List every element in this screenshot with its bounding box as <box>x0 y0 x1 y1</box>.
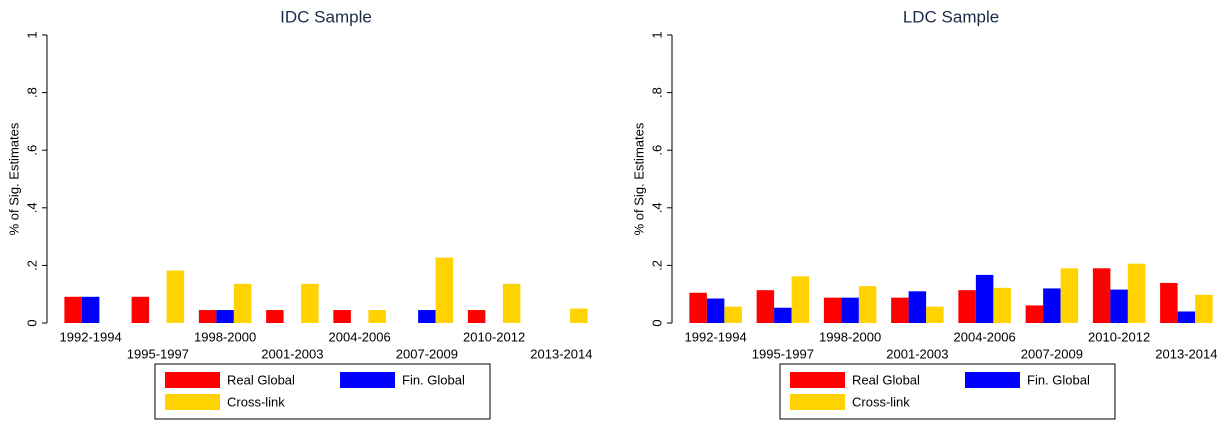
x-tick-label: 2013-2014 <box>530 346 592 361</box>
x-tick-label: 1992-1994 <box>685 329 747 344</box>
bar <box>891 297 909 323</box>
bar <box>724 306 742 323</box>
y-axis-title: % of Sig. Estimates <box>631 122 646 235</box>
bar <box>570 308 588 323</box>
bar <box>81 296 100 323</box>
legend-label: Real Global <box>227 372 295 387</box>
y-tick-label: .4 <box>24 202 39 213</box>
bar <box>993 287 1011 323</box>
bar <box>435 257 454 323</box>
y-axis-title: % of Sig. Estimates <box>6 122 21 235</box>
x-tick-label: 1998-2000 <box>194 329 256 344</box>
bar <box>1092 268 1111 323</box>
legend-swatch <box>165 394 220 410</box>
bar <box>958 290 976 323</box>
chart-title: IDC Sample <box>280 7 372 26</box>
bar <box>689 292 707 323</box>
bar <box>1127 263 1146 323</box>
bar <box>1043 288 1061 323</box>
legend-label: Cross-link <box>227 394 285 409</box>
bar <box>908 291 927 323</box>
bar <box>166 270 185 323</box>
y-tick-label: .8 <box>24 87 39 98</box>
legend-label: Fin. Global <box>1027 372 1090 387</box>
x-tick-label: 1995-1997 <box>127 346 189 361</box>
legend-swatch <box>790 394 845 410</box>
y-tick-label: 0 <box>649 319 664 326</box>
legend-swatch <box>340 372 395 388</box>
chart-title: LDC Sample <box>903 7 999 26</box>
x-tick-label: 2001-2003 <box>261 346 323 361</box>
bar <box>1177 311 1196 323</box>
bar <box>706 298 725 323</box>
x-tick-label: 2010-2012 <box>463 329 525 344</box>
x-tick-label: 2007-2009 <box>1021 346 1083 361</box>
bar <box>1025 305 1044 323</box>
bar <box>301 283 319 323</box>
bar <box>756 290 775 323</box>
bar <box>418 310 436 323</box>
bar <box>266 310 284 323</box>
legend-label: Real Global <box>852 372 920 387</box>
y-tick-label: 0 <box>24 319 39 326</box>
x-tick-label: 2001-2003 <box>886 346 948 361</box>
x-tick-label: 2004-2006 <box>954 329 1016 344</box>
y-tick-label: 1 <box>649 31 664 38</box>
bar <box>1110 289 1128 323</box>
bar <box>64 296 82 323</box>
y-tick-label: .8 <box>649 87 664 98</box>
x-tick-label: 1998-2000 <box>819 329 881 344</box>
legend-swatch <box>165 372 220 388</box>
x-tick-label: 2004-2006 <box>329 329 391 344</box>
bar <box>216 310 234 323</box>
bar <box>233 283 252 323</box>
x-tick-label: 1992-1994 <box>60 329 122 344</box>
bar <box>131 296 150 323</box>
x-tick-label: 2007-2009 <box>396 346 458 361</box>
y-tick-label: .2 <box>24 260 39 271</box>
legend-swatch <box>790 372 845 388</box>
bar <box>368 310 386 323</box>
bar <box>858 286 877 323</box>
bar <box>502 283 521 323</box>
bar <box>198 310 217 323</box>
bar <box>1060 268 1079 323</box>
bar <box>975 274 994 323</box>
bar <box>1160 282 1178 323</box>
bar <box>823 297 842 323</box>
bar <box>926 306 944 323</box>
y-tick-label: .4 <box>649 202 664 213</box>
legend-label: Fin. Global <box>402 372 465 387</box>
legend-swatch <box>965 372 1020 388</box>
legend-label: Cross-link <box>852 394 910 409</box>
bar <box>333 310 351 323</box>
bar <box>467 310 486 323</box>
bar <box>1195 294 1213 323</box>
x-tick-label: 1995-1997 <box>752 346 814 361</box>
y-tick-label: .6 <box>649 145 664 156</box>
y-tick-label: 1 <box>24 31 39 38</box>
x-tick-label: 2010-2012 <box>1088 329 1150 344</box>
bar <box>774 307 792 323</box>
y-tick-label: .6 <box>24 145 39 156</box>
y-tick-label: .2 <box>649 260 664 271</box>
bar <box>841 297 859 323</box>
x-tick-label: 2013-2014 <box>1155 346 1217 361</box>
bar <box>791 276 810 323</box>
